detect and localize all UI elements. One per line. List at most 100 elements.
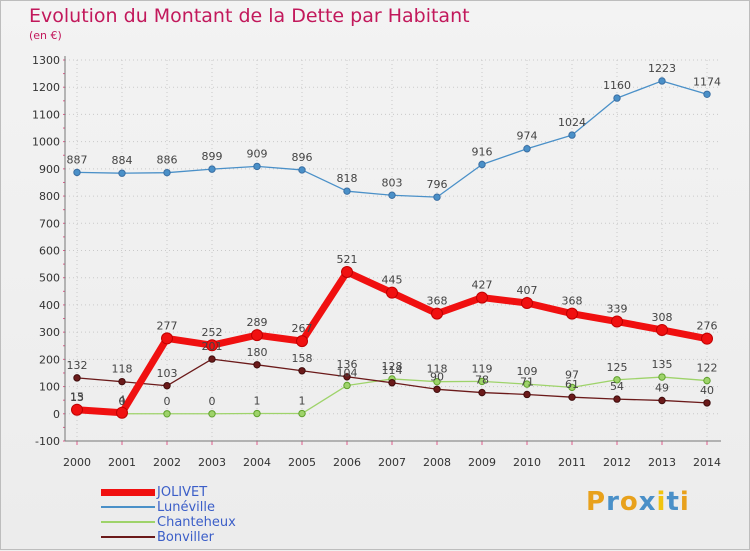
y-tick-label: 200 [39, 353, 60, 366]
data-label-bonviller: 114 [382, 364, 403, 377]
data-label-jolivet: 445 [382, 274, 403, 287]
data-point-bonviller [73, 374, 81, 382]
data-point-luneville [343, 187, 351, 195]
data-label-chanteheux: 122 [697, 362, 718, 375]
data-label-chanteheux: 125 [607, 361, 628, 374]
x-tick-label: 2000 [63, 456, 91, 469]
y-tick-label: 400 [39, 299, 60, 312]
data-label-luneville: 818 [337, 172, 358, 185]
data-label-chanteheux: 0 [164, 395, 171, 408]
data-label-bonviller: 180 [247, 346, 268, 359]
data-point-bonviller [118, 377, 126, 386]
data-label-luneville: 886 [157, 154, 178, 167]
data-label-luneville: 916 [472, 146, 493, 159]
data-label-bonviller: 49 [655, 381, 669, 394]
data-label-chanteheux: 0 [209, 395, 216, 408]
data-point-chanteheux [163, 410, 171, 418]
logo-letter: i [679, 487, 690, 517]
data-label-jolivet: 277 [157, 319, 178, 332]
data-label-luneville: 896 [292, 151, 313, 164]
data-label-jolivet: 427 [472, 279, 493, 292]
data-label-luneville: 1160 [603, 79, 631, 92]
logo-letter: r [606, 487, 620, 517]
chart-title: Evolution du Montant de la Dette par Hab… [29, 5, 470, 27]
data-point-luneville [118, 169, 126, 177]
y-tick-label: 0 [53, 408, 60, 421]
data-point-luneville [388, 191, 396, 199]
data-point-bonviller [253, 361, 261, 369]
x-tick-label: 2007 [378, 456, 406, 469]
data-point-jolivet [701, 332, 713, 345]
data-label-jolivet: 276 [697, 320, 718, 333]
data-point-luneville [568, 131, 576, 139]
data-point-bonviller [298, 367, 306, 375]
data-point-jolivet [476, 291, 488, 304]
logo-letter: t [666, 487, 680, 517]
legend-label: Bonviller [157, 530, 214, 545]
data-point-luneville [208, 165, 216, 173]
data-label-chanteheux: 1 [254, 395, 261, 408]
data-point-bonviller [478, 388, 486, 397]
data-label-bonviller: 136 [337, 358, 358, 371]
data-label-chanteheux: 1 [299, 395, 306, 408]
data-point-jolivet [521, 297, 533, 310]
data-label-luneville: 974 [517, 130, 538, 143]
data-point-chanteheux [568, 383, 576, 392]
data-point-jolivet [611, 315, 623, 328]
data-point-chanteheux [433, 377, 441, 386]
data-point-chanteheux [208, 410, 216, 418]
legend-swatch-bonviller [101, 536, 155, 538]
data-point-bonviller [208, 355, 216, 363]
data-point-luneville [433, 193, 441, 201]
data-label-jolivet: 289 [247, 316, 268, 329]
x-tick-label: 2006 [333, 456, 361, 469]
data-label-bonviller: 132 [67, 359, 88, 372]
legend-swatch-jolivet [101, 489, 155, 496]
data-label-jolivet: 407 [517, 284, 538, 297]
data-point-jolivet [161, 332, 173, 345]
legend-label: Lunéville [157, 500, 216, 515]
x-tick-label: 2002 [153, 456, 181, 469]
data-point-luneville [613, 94, 621, 102]
y-tick-label: 1300 [32, 54, 60, 67]
x-tick-label: 2012 [603, 456, 631, 469]
data-label-chanteheux: 0 [119, 395, 126, 408]
data-point-jolivet [116, 406, 128, 419]
data-point-jolivet [251, 329, 263, 342]
y-tick-label: 700 [39, 217, 60, 230]
data-label-jolivet: 252 [202, 326, 223, 339]
x-tick-label: 2005 [288, 456, 316, 469]
legend-swatch-luneville [101, 506, 155, 508]
data-point-luneville [163, 168, 171, 177]
data-label-jolivet: 521 [337, 253, 358, 266]
data-point-bonviller [613, 395, 621, 403]
data-point-bonviller [523, 390, 531, 399]
x-tick-label: 2003 [198, 456, 226, 469]
y-tick-label: 800 [39, 190, 60, 203]
x-tick-label: 2004 [243, 456, 271, 469]
data-point-luneville [523, 145, 531, 153]
y-tick-label: 1000 [32, 136, 60, 149]
data-point-chanteheux [613, 376, 621, 384]
data-label-jolivet: 4 [119, 394, 126, 407]
data-label-bonviller: 201 [202, 340, 223, 353]
x-tick-label: 2011 [558, 456, 586, 469]
data-point-chanteheux [253, 409, 261, 418]
data-label-luneville: 1174 [693, 75, 721, 88]
data-point-jolivet [206, 339, 218, 352]
data-label-chanteheux: 135 [652, 358, 673, 371]
data-label-luneville: 887 [67, 153, 88, 166]
legend-label: Chanteheux [157, 515, 236, 530]
data-point-luneville [253, 162, 261, 171]
x-tick-label: 2008 [423, 456, 451, 469]
data-label-luneville: 803 [382, 176, 403, 189]
data-label-chanteheux: 128 [382, 360, 403, 373]
legend-swatch-chanteheux [101, 521, 155, 523]
data-label-jolivet: 267 [292, 322, 313, 335]
data-label-bonviller: 78 [475, 374, 489, 387]
data-label-bonviller: 118 [112, 363, 133, 376]
data-point-bonviller [703, 399, 711, 407]
data-label-chanteheux: 119 [472, 362, 493, 375]
data-point-bonviller [163, 382, 171, 390]
